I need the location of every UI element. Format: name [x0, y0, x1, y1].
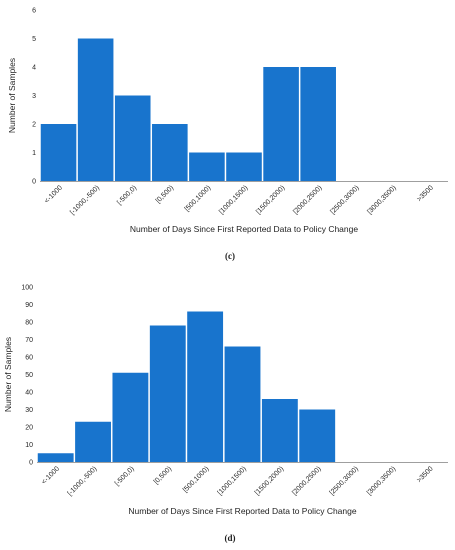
x-tick-label: [1000,1500)	[217, 465, 248, 496]
bar-7	[299, 409, 336, 462]
y-tick-label: 30	[25, 407, 33, 414]
x-tick-label: [0,500)	[153, 465, 173, 485]
x-tick-label: [3000,3500)	[366, 465, 397, 496]
y-tick-label: 100	[21, 285, 33, 292]
y-tick-label: 1	[32, 150, 36, 157]
bar-2	[114, 95, 151, 181]
y-tick-label: 5	[32, 36, 36, 43]
y-tick-label: 2	[32, 122, 36, 129]
bar-2	[112, 372, 149, 462]
y-tick-labels: 0 1 2 3 4 5 6	[32, 8, 36, 186]
y-tick-label: 80	[25, 320, 33, 327]
x-tick-label: [500,1000)	[184, 184, 213, 213]
x-tick-label: >3500	[416, 465, 435, 484]
y-tick-label: 70	[25, 337, 33, 344]
x-tick-label: [-500,0)	[114, 465, 136, 487]
x-tick-label: [2000,2500)	[292, 184, 323, 215]
x-tick-label: [-1000,-500)	[69, 184, 101, 216]
bar-1	[77, 38, 114, 181]
y-axis-title: Number of Samples	[7, 58, 17, 133]
x-tick-label: [500,1000)	[182, 465, 211, 494]
histogram-panel-c: 0 1 2 3 4 5 6 <-1000 [-1000,-500) [-500,0) [0,500…	[7, 8, 448, 261]
x-tick-labels: <-1000 [-1000,-500) [-500,0) [0,500) [500,10…	[41, 465, 435, 497]
panel-caption: (c)	[225, 251, 235, 261]
bar-5	[226, 152, 262, 181]
bar-3	[152, 124, 188, 181]
x-tick-label: <-1000	[43, 184, 64, 205]
x-tick-label: >3500	[416, 184, 435, 203]
x-tick-label: [0,500)	[155, 184, 175, 204]
x-tick-label: [1500,2000)	[254, 465, 285, 496]
x-tick-labels: <-1000 [-1000,-500) [-500,0) [0,500) [500,10…	[43, 184, 434, 216]
y-tick-label: 90	[25, 302, 33, 309]
bar-4	[187, 311, 224, 462]
bar-1	[75, 421, 111, 462]
x-tick-label: <-1000	[41, 465, 62, 486]
y-tick-label: 4	[32, 65, 36, 72]
y-tick-label: 3	[32, 93, 36, 100]
y-tick-label: 20	[25, 425, 33, 432]
bar-4	[189, 152, 225, 181]
x-tick-label: [2500,3000)	[329, 465, 360, 496]
bar-3	[149, 325, 186, 462]
x-tick-label: [2500,3000)	[329, 184, 360, 215]
y-tick-label: 60	[25, 355, 33, 362]
histogram-panel-d: 0 10 20 30 40 50 60 70 80 90 100 <-1000 [-1000,-500…	[3, 285, 448, 543]
x-axis-title: Number of Days Since First Reported Data…	[128, 506, 356, 516]
x-axis-title: Number of Days Since First Reported Data…	[130, 224, 358, 234]
y-tick-label: 6	[32, 8, 36, 15]
bar-6	[263, 67, 299, 181]
x-tick-label: [2000,2500)	[291, 465, 322, 496]
bars-group	[37, 311, 336, 462]
x-tick-label: [1000,1500)	[218, 184, 249, 215]
bars-group	[40, 38, 336, 181]
bar-7	[300, 67, 336, 181]
y-tick-label: 0	[29, 460, 33, 467]
y-tick-label: 10	[25, 442, 33, 449]
bar-0	[37, 453, 74, 462]
panel-caption: (d)	[225, 533, 236, 543]
x-tick-label: [-1000,-500)	[67, 465, 99, 497]
y-tick-labels: 0 10 20 30 40 50 60 70 80 90 100	[21, 285, 33, 467]
y-tick-label: 0	[32, 179, 36, 186]
y-tick-label: 50	[25, 372, 33, 379]
x-tick-label: [3000,3500)	[366, 184, 397, 215]
bar-0	[40, 124, 77, 181]
y-tick-label: 40	[25, 390, 33, 397]
y-axis-title: Number of Samples	[3, 337, 13, 412]
x-tick-label: [1500,2000)	[255, 184, 286, 215]
bar-6	[261, 399, 298, 462]
x-tick-label: [-500,0)	[116, 184, 138, 206]
bar-5	[224, 346, 261, 462]
